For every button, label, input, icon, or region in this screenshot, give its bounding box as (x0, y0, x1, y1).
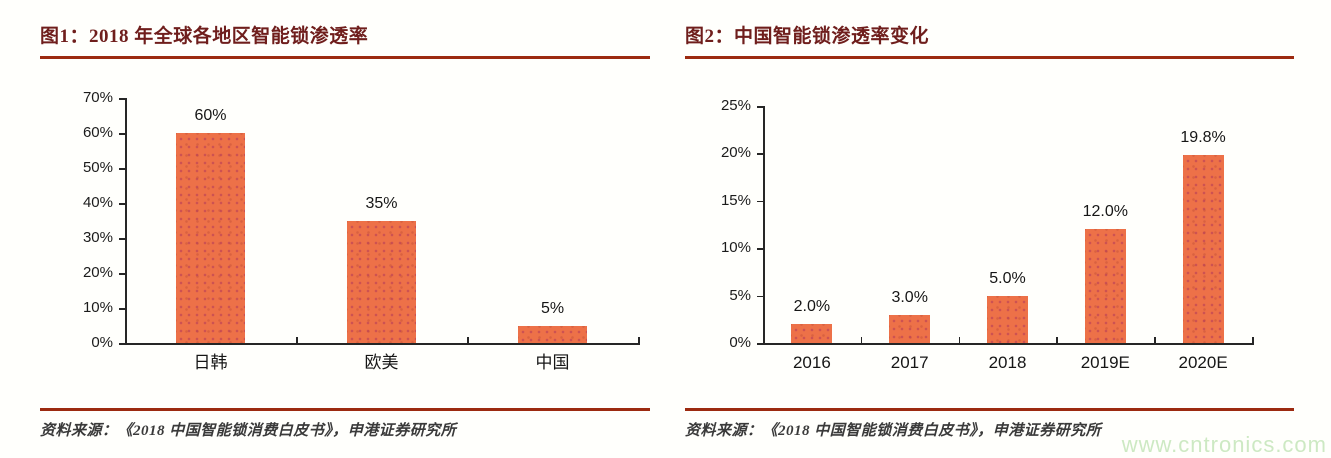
y-axis-tick-label: 50% (82, 159, 113, 176)
figure2-title-rule (685, 56, 1294, 59)
bar (347, 220, 416, 343)
x-category-label: 日韩 (193, 353, 228, 372)
y-axis-tick (119, 133, 125, 135)
figure2-source: 资料来源：《2018 中国智能锁消费白皮书》，申港证券研究所 (685, 423, 1102, 439)
y-axis-tick-label: 15% (720, 191, 751, 209)
y-axis-tick-label: 40% (82, 194, 113, 211)
figure1-title: 图1：2018 年全球各地区智能锁渗透率 (40, 26, 369, 47)
x-axis-line (763, 343, 1254, 345)
y-axis-tick-label: 30% (82, 229, 113, 246)
bar (791, 324, 833, 343)
x-category-label: 2017 (890, 353, 929, 372)
bar-value-label: 12.0% (1082, 203, 1128, 221)
y-axis-tick-label: 10% (720, 239, 751, 257)
x-axis-tick (467, 337, 469, 343)
y-axis-tick-label: 25% (720, 97, 751, 114)
bar-value-label: 19.8% (1180, 129, 1226, 147)
y-axis-tick (119, 308, 125, 310)
y-axis-tick (757, 295, 763, 298)
y-axis-tick (757, 200, 763, 203)
bar (987, 295, 1028, 343)
y-axis-tick (119, 343, 125, 345)
y-axis-line (125, 98, 127, 343)
x-axis-tick (1056, 337, 1058, 343)
x-axis-tick (638, 337, 640, 343)
x-category-label: 2019E (1080, 353, 1130, 372)
y-axis-tick (119, 168, 125, 170)
bar (1084, 229, 1126, 343)
y-axis-tick-label: 10% (82, 299, 113, 316)
y-axis-tick-label: 0% (91, 334, 113, 351)
bar-value-label: 60% (194, 107, 227, 124)
x-category-label: 2020E (1178, 353, 1228, 372)
bar (518, 325, 587, 343)
bar (889, 314, 931, 343)
x-axis-tick (958, 337, 961, 343)
x-category-label: 2016 (792, 353, 831, 372)
y-axis-tick-label: 20% (82, 264, 113, 281)
y-axis-tick (119, 203, 125, 205)
y-axis-tick-label: 20% (720, 144, 751, 162)
x-category-label: 欧美 (364, 353, 399, 372)
bar-value-label: 5.0% (989, 269, 1026, 287)
bar (176, 133, 245, 343)
bar-value-label: 35% (365, 194, 398, 212)
x-category-label: 2018 (988, 353, 1027, 372)
figure2-title: 图2：中国智能锁渗透率变化 (685, 26, 930, 47)
x-axis-tick (860, 337, 863, 343)
x-axis-tick (296, 337, 298, 343)
bar-value-label: 3.0% (891, 288, 928, 306)
y-axis-tick (119, 273, 125, 275)
y-axis-tick (757, 343, 763, 345)
y-axis-tick (119, 238, 125, 240)
bar (1182, 155, 1224, 343)
figure1-source-rule (40, 408, 650, 411)
y-axis-tick-label: 70% (82, 89, 113, 106)
y-axis-tick-label: 5% (729, 286, 751, 304)
y-axis-tick-label: 0% (729, 334, 751, 351)
x-category-label: 中国 (535, 353, 570, 372)
figure1-title-rule (40, 56, 650, 59)
bar-value-label: 5% (540, 299, 565, 317)
bar-value-label: 2.0% (793, 298, 831, 316)
x-axis-tick (1252, 337, 1254, 343)
y-axis-tick-label: 60% (82, 124, 113, 141)
y-axis-tick (757, 248, 763, 250)
y-axis-tick (757, 153, 763, 155)
y-axis-line (763, 106, 765, 343)
y-axis-tick (757, 106, 763, 108)
x-axis-line (125, 343, 640, 345)
watermark: www.cntronics.com (1121, 432, 1327, 457)
x-axis-tick (1154, 337, 1156, 343)
y-axis-tick (119, 98, 125, 100)
figure1-source: 资料来源：《2018 中国智能锁消费白皮书》，申港证券研究所 (40, 423, 457, 439)
figure2-source-rule (685, 408, 1294, 411)
